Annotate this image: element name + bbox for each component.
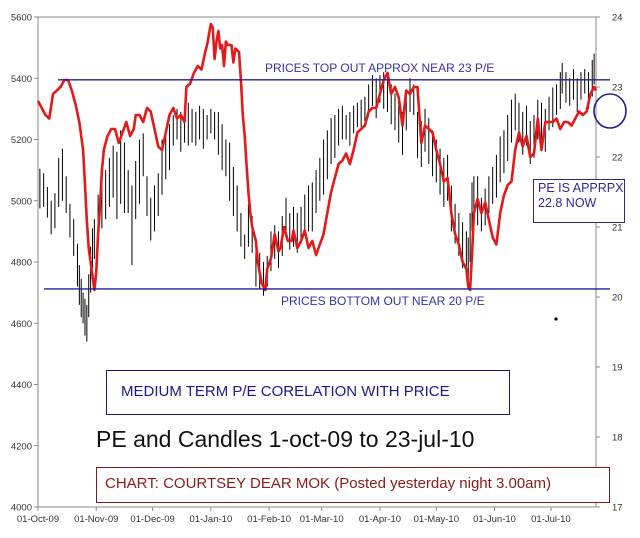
correlation-text: MEDIUM TERM P/E CORELATION WITH PRICE: [121, 383, 450, 400]
left-y-tick-label: 4400: [11, 380, 32, 391]
left-y-tick-label: 5000: [11, 196, 32, 207]
left-y-tick-label: 4800: [11, 258, 32, 269]
x-tick-label: 01-Dec-09: [130, 514, 174, 525]
x-axis: 01-Oct-09 01-Nov-09 01-Dec-09 01-Jan-10 01-F…: [17, 507, 571, 525]
left-y-tick-label: 5200: [11, 135, 32, 146]
right-y-tick-label: 20: [612, 293, 623, 304]
left-y-tick-label: 4600: [11, 319, 32, 330]
right-y-tick-label: 24: [612, 13, 623, 24]
bottom-reference-label: PRICES BOTTOM OUT NEAR 20 P/E: [281, 294, 485, 308]
right-y-tick-label: 17: [612, 503, 623, 514]
x-tick-label: 01-May-10: [414, 514, 459, 525]
right-y-tick-label: 21: [612, 223, 623, 234]
correlation-box: MEDIUM TERM P/E CORELATION WITH PRICE: [106, 370, 510, 415]
x-tick-label: 01-Oct-09: [17, 514, 59, 525]
left-y-tick-label: 4200: [11, 441, 32, 452]
left-y-tick-label: 5600: [11, 13, 32, 24]
x-tick-label: 01-Jul-10: [531, 514, 571, 525]
current-pe-circle: [593, 93, 627, 129]
right-y-axis: 17 18 19 20 21 22 23 24: [596, 13, 623, 514]
x-tick-label: 01-Jan-10: [189, 514, 232, 525]
right-y-tick-label: 18: [612, 433, 623, 444]
plot-area: [37, 16, 597, 508]
x-tick-label: 01-Jun-10: [473, 514, 516, 525]
right-y-tick-label: 22: [612, 153, 623, 164]
left-y-tick-label: 4000: [11, 503, 32, 514]
pe-series-line: [36, 22, 598, 292]
top-reference-label: PRICES TOP OUT APPROX NEAR 23 P/E: [265, 61, 494, 75]
current-pe-line2: 22.8 NOW: [538, 196, 597, 210]
left-y-tick-label: 5400: [11, 74, 32, 85]
right-y-tick-label: 19: [612, 363, 623, 374]
credit-text: CHART: COURTSEY DEAR MOK (Posted yesterd…: [105, 475, 551, 492]
x-tick-label: 01-Mar-10: [300, 514, 344, 525]
left-y-axis: 4000 4200 4400 4600 4800 5000 5200 5400 5600: [11, 13, 38, 514]
chart-title: PE and Candles 1-oct-09 to 23-jul-10: [96, 426, 475, 452]
current-pe-line1: PE IS APPRPX: [538, 181, 624, 195]
x-tick-label: 01-Apr-10: [359, 514, 401, 525]
right-y-tick-label: 23: [612, 83, 623, 94]
current-pe-box: PE IS APPRPX 22.8 NOW: [533, 179, 625, 223]
stray-dot: [554, 317, 558, 321]
x-tick-label: 01-Feb-10: [247, 514, 291, 525]
x-tick-label: 01-Nov-09: [74, 514, 118, 525]
credit-box: CHART: COURTSEY DEAR MOK (Posted yesterd…: [96, 467, 610, 503]
